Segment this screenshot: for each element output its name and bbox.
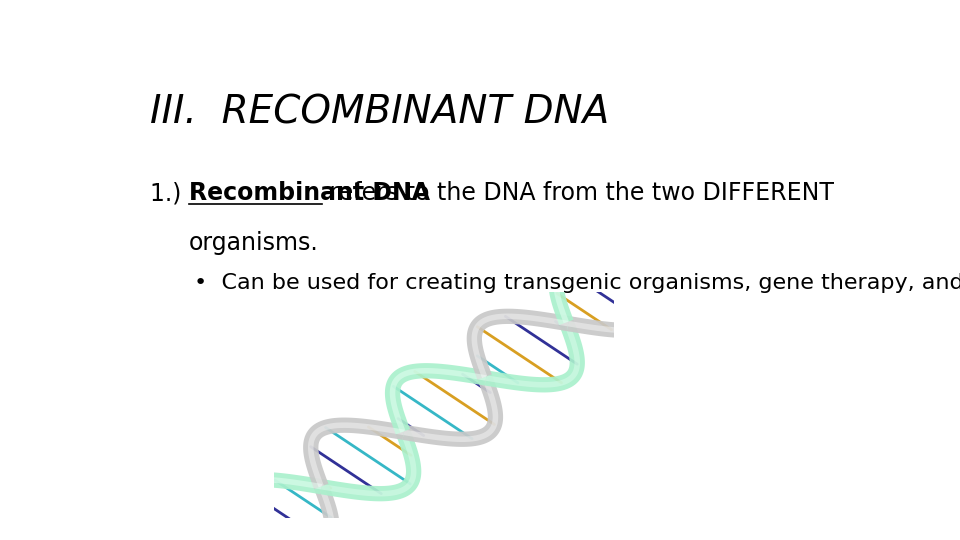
- Text: refers to the DNA from the two DIFFERENT: refers to the DNA from the two DIFFERENT: [322, 181, 833, 205]
- Text: organisms.: organisms.: [189, 231, 319, 255]
- Text: •  Can be used for creating transgenic organisms, gene therapy, and cloning.: • Can be used for creating transgenic or…: [194, 273, 960, 293]
- Text: 1.): 1.): [150, 181, 196, 205]
- Text: III.  RECOMBINANT DNA: III. RECOMBINANT DNA: [150, 94, 609, 132]
- Text: Recombinant DNA: Recombinant DNA: [189, 181, 430, 205]
